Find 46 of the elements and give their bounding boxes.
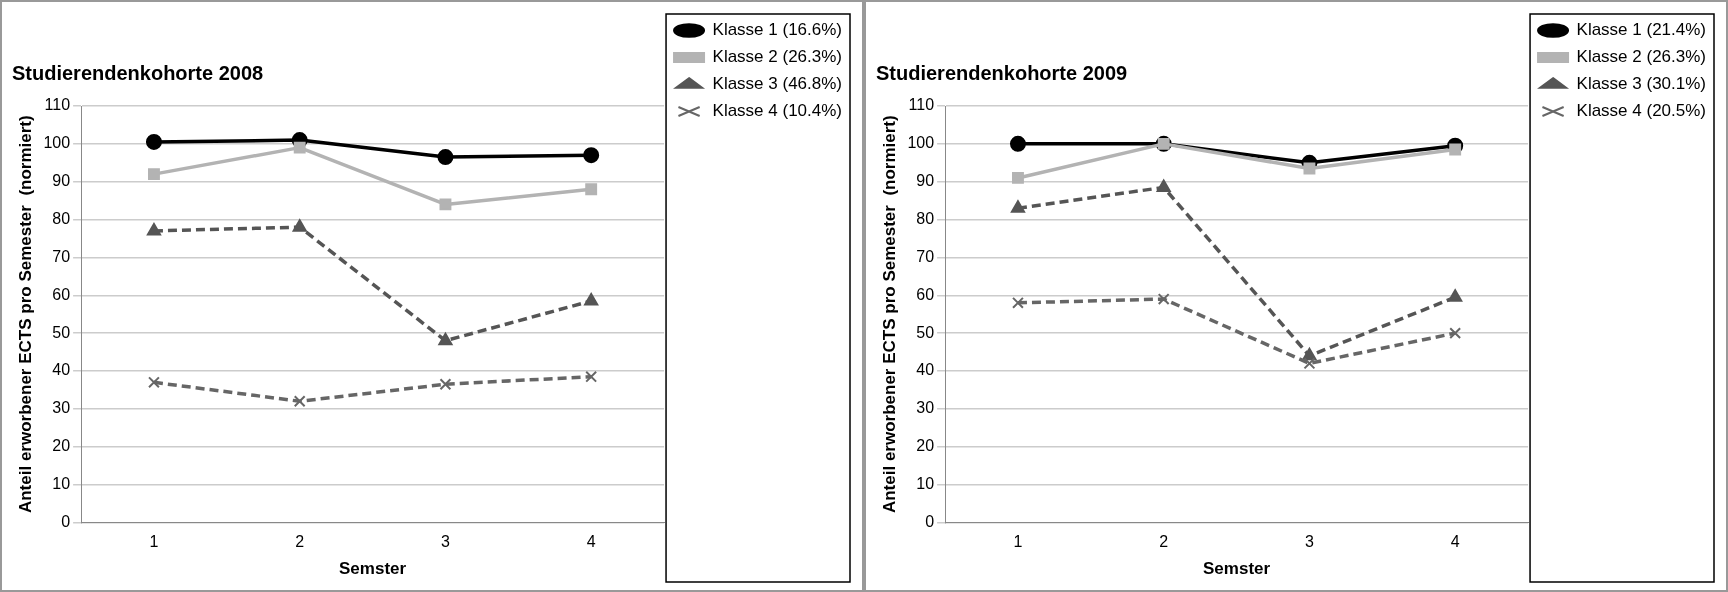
x-tick-label: 3 — [1304, 533, 1314, 551]
legend-label: Klasse 1 (21.4%) — [1576, 20, 1706, 40]
y-tick-label: 30 — [52, 399, 71, 417]
y-tick-label: 70 — [52, 247, 71, 265]
x-tick-label: 2 — [1159, 533, 1169, 551]
legend-label: Klasse 3 (30.1%) — [1576, 74, 1706, 94]
legend-label: Klasse 4 (10.4%) — [712, 101, 842, 121]
chart-title: Studierendenkohorte 2009 — [876, 61, 1128, 84]
y-axis-title: Anteil erworbener ECTS pro Semester (normiert) — [15, 115, 35, 514]
x-tick-label: 1 — [1013, 533, 1023, 551]
y-tick-label: 60 — [916, 285, 935, 303]
x-tick-label: 4 — [586, 533, 596, 551]
legend-label: Klasse 2 (26.3%) — [1576, 47, 1706, 67]
y-tick-label: 60 — [52, 285, 71, 303]
x-axis-title: Semster — [1203, 559, 1271, 579]
y-tick-label: 10 — [52, 474, 71, 492]
legend-label: Klasse 4 (20.5%) — [1576, 101, 1706, 121]
y-tick-label: 40 — [52, 361, 71, 379]
x-tick-label: 2 — [295, 533, 305, 551]
y-tick-label: 0 — [61, 512, 71, 530]
y-tick-label: 50 — [52, 323, 71, 341]
y-tick-label: 90 — [916, 172, 935, 190]
y-tick-label: 80 — [52, 209, 71, 227]
x-axis-title: Semster — [339, 559, 407, 579]
y-axis-title: Anteil erworbener ECTS pro Semester (normiert) — [879, 115, 899, 514]
y-tick-label: 110 — [44, 96, 71, 114]
y-tick-label: 110 — [908, 96, 935, 114]
y-tick-label: 100 — [43, 134, 71, 152]
y-tick-label: 100 — [907, 134, 935, 152]
y-tick-label: 90 — [52, 172, 71, 190]
y-tick-label: 70 — [916, 247, 935, 265]
y-tick-label: 10 — [916, 474, 935, 492]
x-tick-label: 4 — [1450, 533, 1460, 551]
y-tick-label: 80 — [916, 209, 935, 227]
x-tick-label: 3 — [440, 533, 450, 551]
legend-label: Klasse 2 (26.3%) — [712, 47, 842, 67]
y-tick-label: 40 — [916, 361, 935, 379]
y-tick-label: 0 — [925, 512, 935, 530]
y-tick-label: 20 — [52, 437, 71, 455]
y-tick-label: 30 — [916, 399, 935, 417]
y-tick-label: 20 — [916, 437, 935, 455]
chart-title: Studierendenkohorte 2008 — [12, 61, 264, 84]
y-tick-label: 50 — [916, 323, 935, 341]
legend-label: Klasse 1 (16.6%) — [712, 20, 842, 40]
x-tick-label: 1 — [149, 533, 159, 551]
legend-label: Klasse 3 (46.8%) — [712, 74, 842, 94]
